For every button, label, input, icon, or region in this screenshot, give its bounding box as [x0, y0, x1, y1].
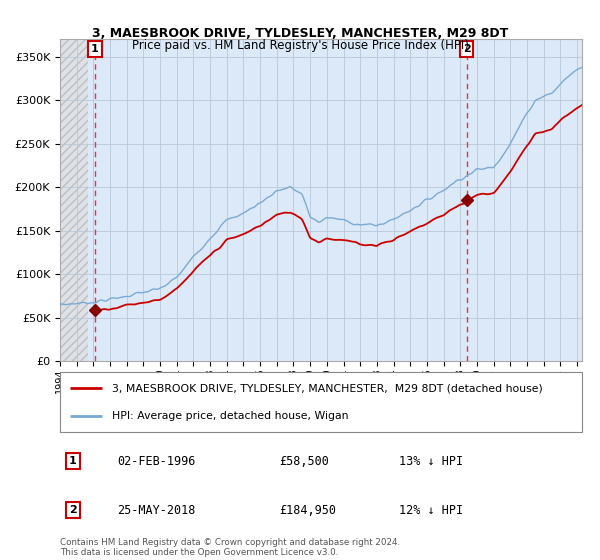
Text: 2: 2 [463, 44, 470, 54]
Text: 2: 2 [69, 505, 77, 515]
Text: 13% ↓ HPI: 13% ↓ HPI [400, 455, 463, 468]
Text: 3, MAESBROOK DRIVE, TYLDESLEY, MANCHESTER,  M29 8DT (detached house): 3, MAESBROOK DRIVE, TYLDESLEY, MANCHESTE… [112, 383, 543, 393]
Text: 12% ↓ HPI: 12% ↓ HPI [400, 503, 463, 517]
Text: £184,950: £184,950 [279, 503, 336, 517]
Text: £58,500: £58,500 [279, 455, 329, 468]
Text: Price paid vs. HM Land Registry's House Price Index (HPI): Price paid vs. HM Land Registry's House … [131, 39, 469, 52]
Text: Contains HM Land Registry data © Crown copyright and database right 2024.
This d: Contains HM Land Registry data © Crown c… [60, 538, 400, 557]
Text: 02-FEB-1996: 02-FEB-1996 [118, 455, 196, 468]
Text: HPI: Average price, detached house, Wigan: HPI: Average price, detached house, Wiga… [112, 411, 349, 421]
Text: 1: 1 [69, 456, 77, 466]
Text: 25-MAY-2018: 25-MAY-2018 [118, 503, 196, 517]
Text: 3, MAESBROOK DRIVE, TYLDESLEY, MANCHESTER, M29 8DT: 3, MAESBROOK DRIVE, TYLDESLEY, MANCHESTE… [92, 27, 508, 40]
Bar [60, 39, 88, 361]
Text: 1: 1 [91, 44, 99, 54]
FancyBboxPatch shape [60, 372, 582, 432]
